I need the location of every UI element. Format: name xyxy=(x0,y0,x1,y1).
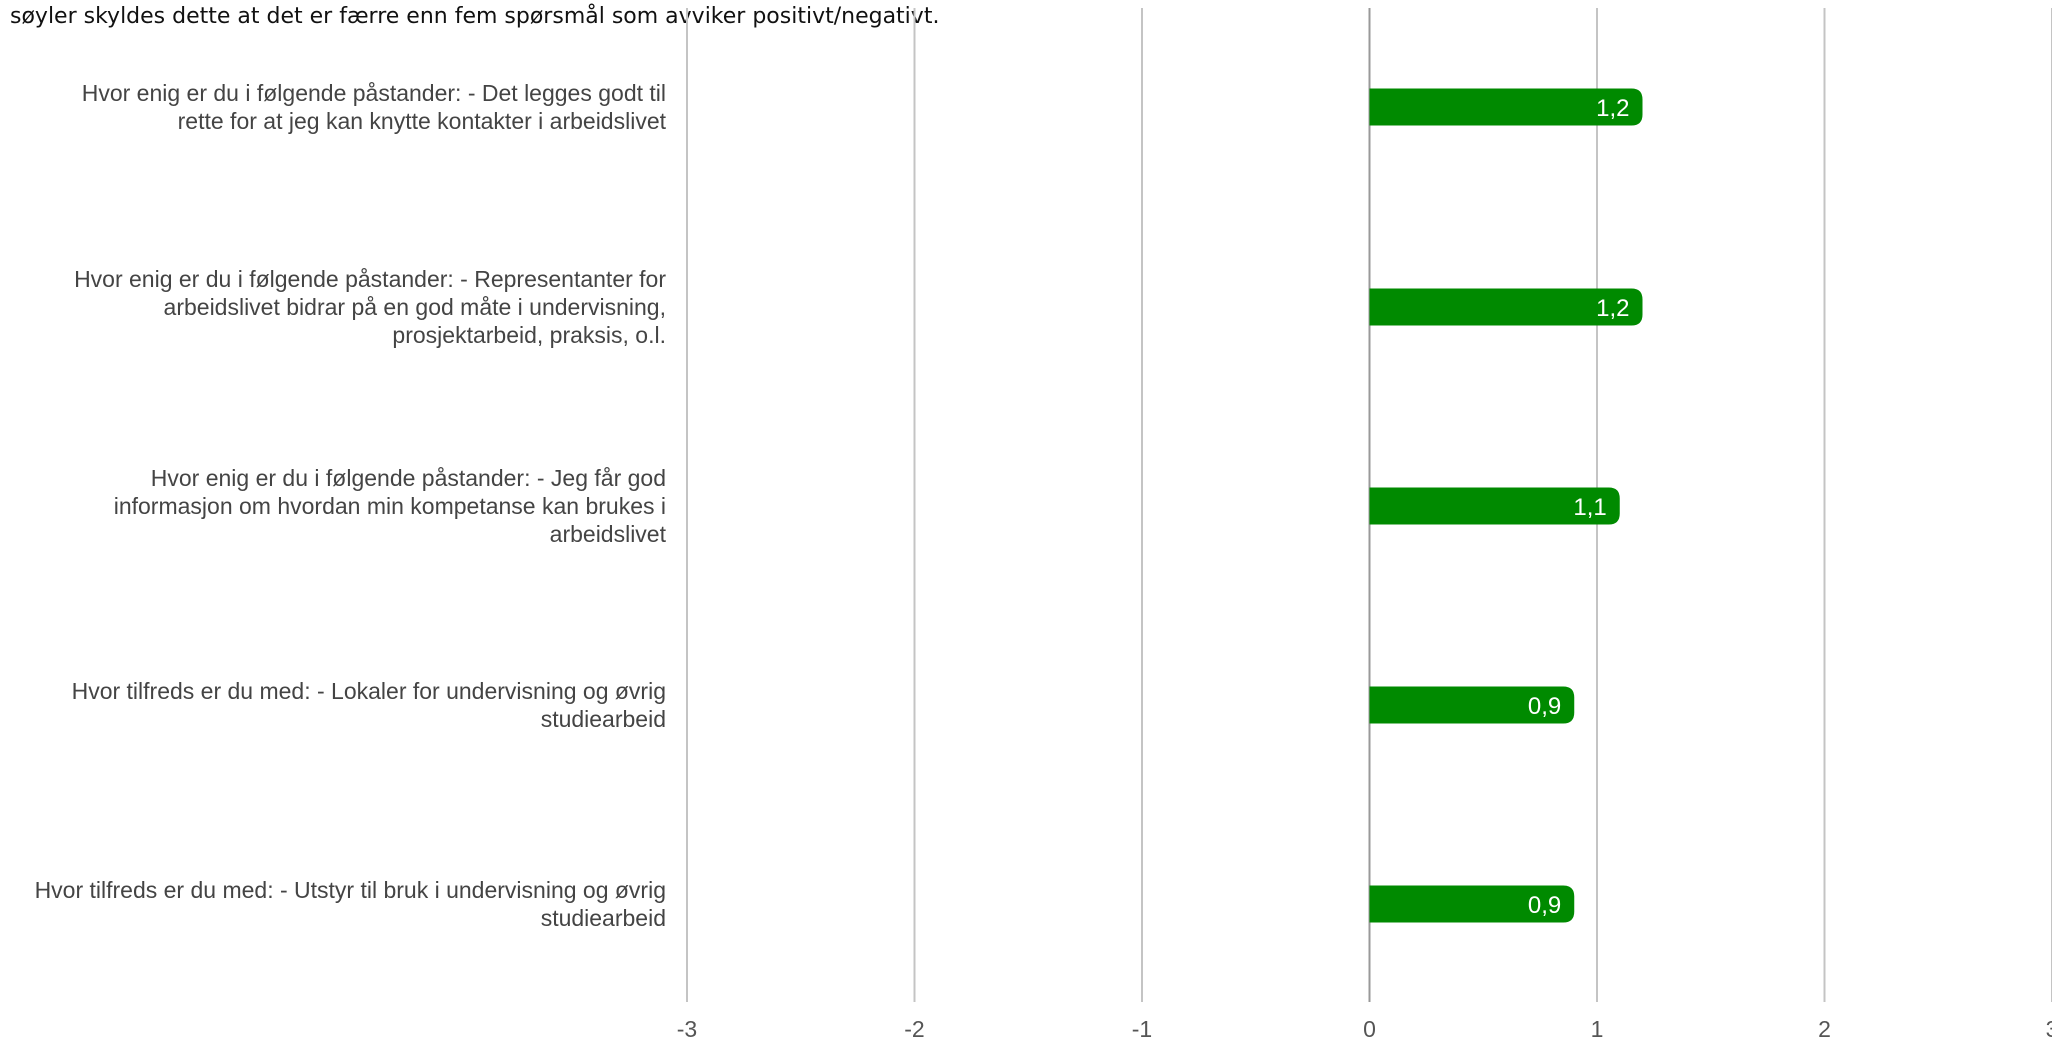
data-label: 1,2 xyxy=(1596,295,1629,322)
bar xyxy=(1369,487,1620,525)
category-label: Hvor enig er du i følgende påstander: - … xyxy=(151,465,666,491)
x-tick-label: 0 xyxy=(1363,1016,1376,1039)
data-label: 1,2 xyxy=(1596,95,1629,122)
category-label: studiearbeid xyxy=(541,905,666,931)
data-label: 0,9 xyxy=(1528,892,1561,919)
category-label: prosjektarbeid, praksis, o.l. xyxy=(392,322,666,348)
x-tick-label: 3 xyxy=(2046,1016,2052,1039)
category-label: Hvor enig er du i følgende påstander: - … xyxy=(82,80,666,106)
category-label: Hvor enig er du i følgende påstander: - … xyxy=(74,266,666,292)
bar xyxy=(1369,686,1575,724)
bar xyxy=(1369,88,1643,126)
category-label: informasjon om hvordan min kompetanse ka… xyxy=(114,493,666,519)
x-tick-label: -2 xyxy=(904,1016,924,1039)
bar xyxy=(1369,885,1575,923)
data-label: 0,9 xyxy=(1528,693,1561,720)
data-label: 1,1 xyxy=(1573,494,1606,521)
category-label: studiearbeid xyxy=(541,706,666,732)
x-tick-label: 2 xyxy=(1818,1016,1831,1039)
category-label: arbeidslivet bidrar på en god måte i und… xyxy=(164,294,666,320)
chart-note: søyler skyldes dette at det er færre enn… xyxy=(10,4,940,29)
category-label: Hvor tilfreds er du med: - Lokaler for u… xyxy=(72,678,666,704)
category-label: arbeidslivet xyxy=(550,521,667,547)
x-tick-label: 1 xyxy=(1591,1016,1604,1039)
category-label: rette for at jeg kan knytte kontakter i … xyxy=(178,108,667,134)
bar xyxy=(1369,288,1643,326)
x-tick-label: -1 xyxy=(1132,1016,1152,1039)
category-label: Hvor tilfreds er du med: - Utstyr til br… xyxy=(35,877,666,903)
x-tick-label: -3 xyxy=(677,1016,697,1039)
